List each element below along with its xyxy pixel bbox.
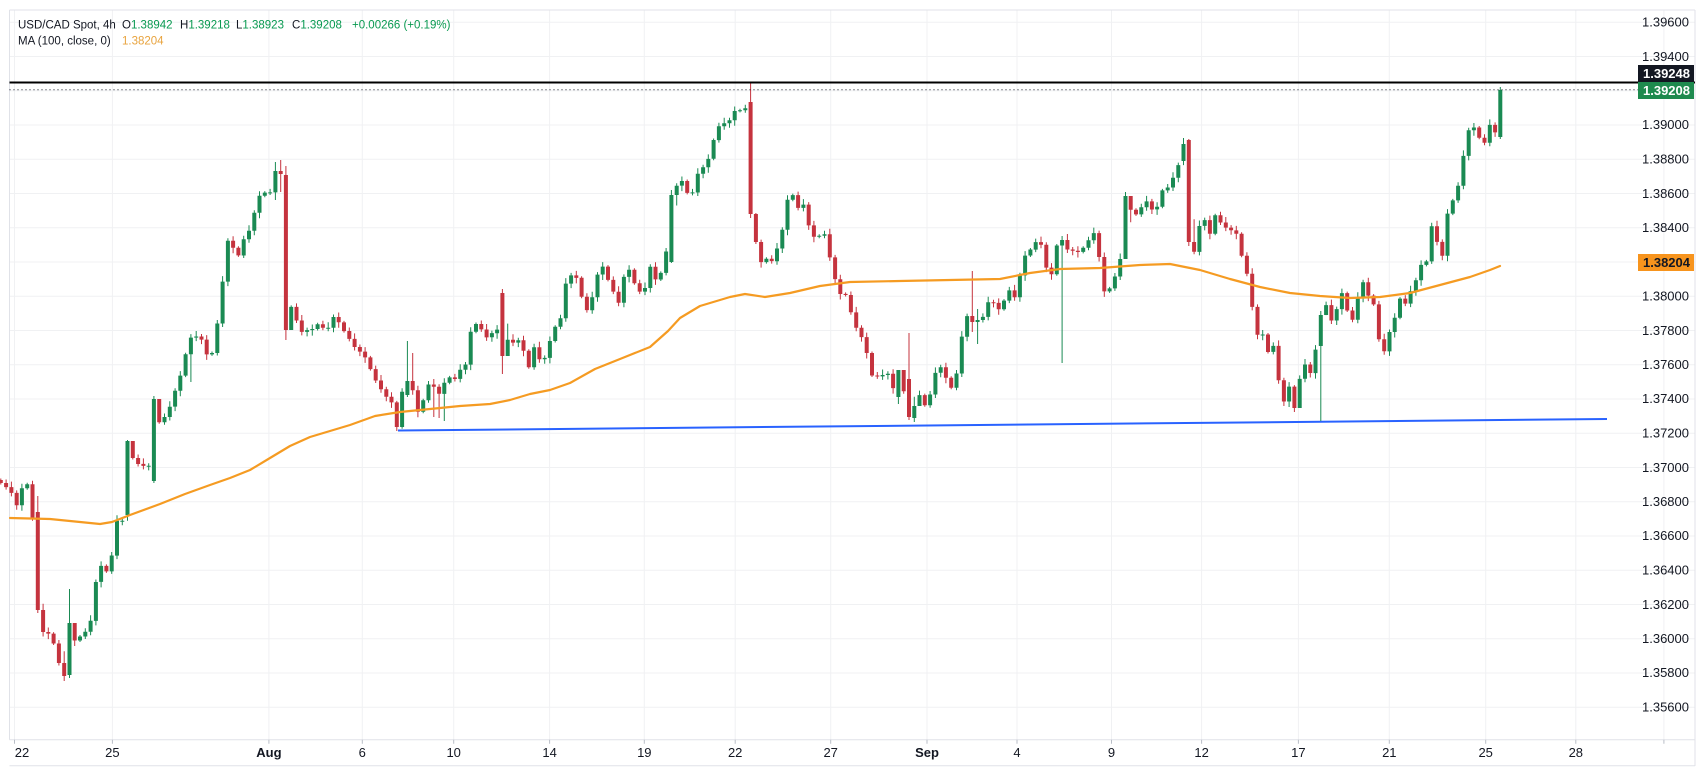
svg-text:1.39248: 1.39248 bbox=[1643, 66, 1690, 81]
svg-text:22: 22 bbox=[15, 745, 29, 760]
svg-text:1.37600: 1.37600 bbox=[1642, 357, 1689, 372]
svg-text:C1.39208: C1.39208 bbox=[292, 20, 342, 32]
svg-text:1.37400: 1.37400 bbox=[1642, 391, 1689, 406]
svg-text:1.37000: 1.37000 bbox=[1642, 460, 1689, 475]
svg-text:22: 22 bbox=[728, 745, 742, 760]
svg-text:USD/CAD Spot, 4h: USD/CAD Spot, 4h bbox=[18, 20, 116, 32]
svg-text:10: 10 bbox=[446, 745, 460, 760]
svg-text:27: 27 bbox=[823, 745, 837, 760]
svg-text:12: 12 bbox=[1194, 745, 1208, 760]
svg-text:L1.38923: L1.38923 bbox=[236, 20, 284, 32]
svg-text:O1.38942: O1.38942 bbox=[122, 20, 173, 32]
svg-text:1.38800: 1.38800 bbox=[1642, 152, 1689, 167]
svg-text:1.38600: 1.38600 bbox=[1642, 186, 1689, 201]
svg-text:21: 21 bbox=[1382, 745, 1396, 760]
svg-text:1.37800: 1.37800 bbox=[1642, 323, 1689, 338]
svg-text:1.35800: 1.35800 bbox=[1642, 665, 1689, 680]
svg-text:1.39000: 1.39000 bbox=[1642, 117, 1689, 132]
svg-text:MA (100, close, 0): MA (100, close, 0) bbox=[18, 36, 111, 48]
svg-text:1.36400: 1.36400 bbox=[1642, 563, 1689, 578]
svg-text:1.36600: 1.36600 bbox=[1642, 528, 1689, 543]
svg-text:1.35600: 1.35600 bbox=[1642, 700, 1689, 715]
svg-text:1.38204: 1.38204 bbox=[122, 36, 164, 48]
svg-text:9: 9 bbox=[1108, 745, 1115, 760]
svg-text:+0.00266 (+0.19%): +0.00266 (+0.19%) bbox=[352, 20, 451, 32]
svg-text:1.39400: 1.39400 bbox=[1642, 49, 1689, 64]
svg-text:17: 17 bbox=[1291, 745, 1305, 760]
svg-text:25: 25 bbox=[105, 745, 119, 760]
svg-text:25: 25 bbox=[1478, 745, 1492, 760]
svg-text:1.36800: 1.36800 bbox=[1642, 494, 1689, 509]
svg-text:14: 14 bbox=[542, 745, 556, 760]
svg-text:1.36200: 1.36200 bbox=[1642, 597, 1689, 612]
svg-text:1.36000: 1.36000 bbox=[1642, 631, 1689, 646]
svg-text:1.38000: 1.38000 bbox=[1642, 289, 1689, 304]
svg-text:H1.39218: H1.39218 bbox=[180, 20, 230, 32]
svg-text:1.39208: 1.39208 bbox=[1643, 83, 1690, 98]
svg-text:1.38400: 1.38400 bbox=[1642, 220, 1689, 235]
svg-text:28: 28 bbox=[1569, 745, 1583, 760]
svg-text:Aug: Aug bbox=[256, 745, 281, 760]
svg-text:4: 4 bbox=[1013, 745, 1020, 760]
svg-text:19: 19 bbox=[637, 745, 651, 760]
svg-text:6: 6 bbox=[359, 745, 366, 760]
svg-text:1.39600: 1.39600 bbox=[1642, 15, 1689, 30]
svg-text:Sep: Sep bbox=[915, 745, 939, 760]
svg-text:1.38204: 1.38204 bbox=[1643, 255, 1691, 270]
svg-text:1.37200: 1.37200 bbox=[1642, 426, 1689, 441]
